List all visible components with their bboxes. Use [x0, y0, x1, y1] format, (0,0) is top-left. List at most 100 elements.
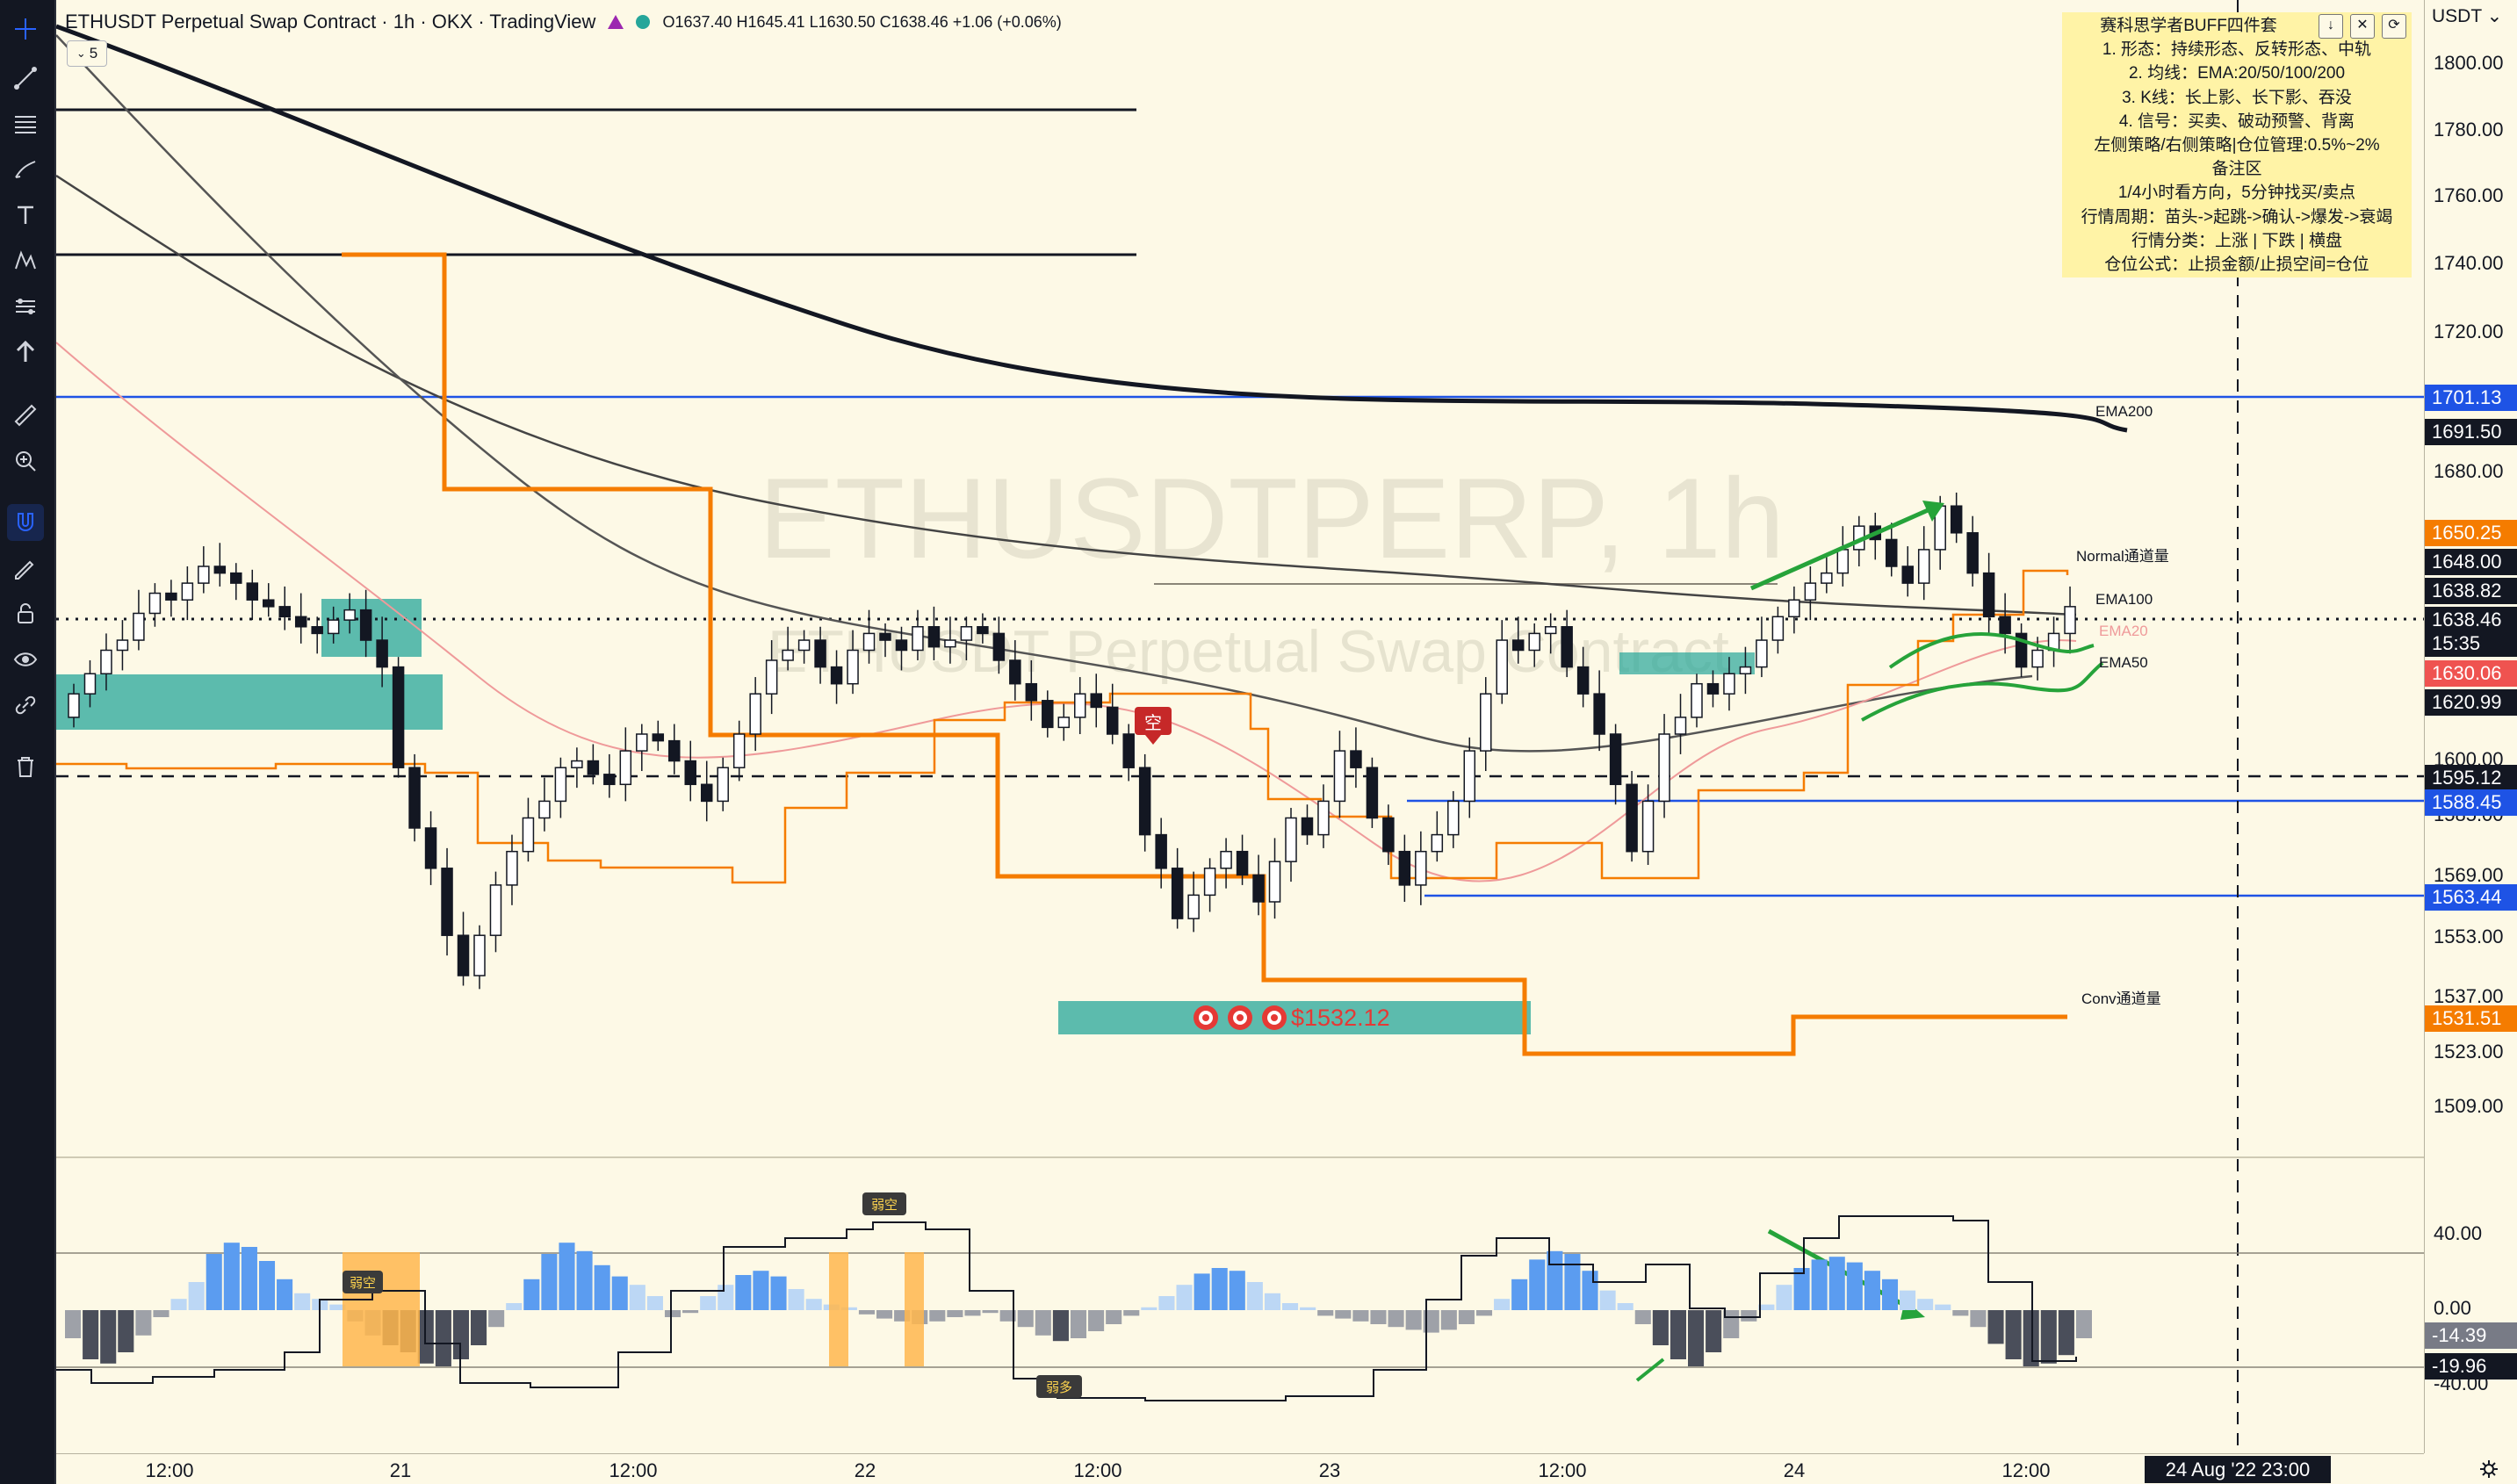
- pattern-icon[interactable]: [7, 242, 44, 279]
- histogram-bar: [1547, 1250, 1563, 1310]
- arrow-down-icon[interactable]: ↓: [2319, 14, 2343, 39]
- histogram-bar: [1088, 1310, 1105, 1331]
- currency-selector[interactable]: USDT ⌄: [2432, 6, 2503, 26]
- candle-body: [230, 572, 242, 584]
- indicator-label: -19.96: [2425, 1353, 2517, 1380]
- candle-body: [424, 827, 437, 869]
- histogram-bar: [506, 1303, 523, 1310]
- lock-icon[interactable]: [7, 595, 44, 632]
- candle-body: [977, 626, 989, 635]
- symbol-legend[interactable]: ETHUSDT Perpetual Swap Contract · 1h · O…: [65, 7, 1062, 37]
- candle-body: [603, 774, 616, 786]
- histogram-bar: [1776, 1285, 1792, 1310]
- price-label: 1595.12: [2425, 765, 2517, 791]
- eye-icon[interactable]: [7, 641, 44, 678]
- time-tick: 12:00: [1538, 1459, 1587, 1481]
- candle-body: [1999, 616, 2011, 635]
- histogram-bar: [1881, 1279, 1899, 1310]
- collapse-indicators-button[interactable]: ⌄ 5: [67, 40, 107, 67]
- indicator-label: -14.39: [2425, 1322, 2517, 1349]
- target-icon: [1262, 1005, 1287, 1030]
- histogram-bar: [435, 1310, 451, 1366]
- histogram-bar: [1229, 1271, 1245, 1310]
- price-axis[interactable]: USDT ⌄ 1800.00 1780.00 1760.00 1740.00 1…: [2424, 0, 2517, 1453]
- candle-body: [1074, 693, 1086, 718]
- arrow-up-icon[interactable]: [7, 334, 44, 371]
- price-tick: 1569.00: [2434, 864, 2504, 886]
- note-line: 行情分类：上涨 | 下跌 | 横盘: [2131, 231, 2342, 250]
- histogram-bar: [718, 1285, 734, 1310]
- time-tick: 23: [1318, 1459, 1341, 1481]
- normal-channel-label: Normal通道量: [2076, 548, 2169, 565]
- candle-body: [862, 632, 876, 652]
- text-icon[interactable]: [7, 197, 44, 234]
- candle-body: [473, 934, 486, 976]
- note-line: 仓位公式：止损金额/止损空间=仓位: [2104, 256, 2369, 275]
- trend-line-icon[interactable]: [7, 60, 44, 97]
- short-signal-marker[interactable]: 空: [1135, 707, 1172, 745]
- histogram-bar: [1599, 1290, 1616, 1310]
- candle-body: [1966, 532, 1979, 574]
- candle-body: [1350, 750, 1362, 768]
- histogram-bar: [1846, 1262, 1863, 1310]
- candle-body: [895, 639, 908, 652]
- candle-body: [278, 606, 291, 618]
- ema20-label: EMA20: [2099, 623, 2148, 639]
- zoom-icon[interactable]: [7, 443, 44, 479]
- arrow-head-icon: [1922, 501, 1944, 522]
- ruler-icon[interactable]: [7, 397, 44, 434]
- note-panel[interactable]: ↓ ✕ ⟳ 赛科思学者BUFF四件套 1. 形态：持续形态、反转形态、中轨 2.…: [2062, 12, 2412, 277]
- fib-icon[interactable]: [7, 105, 44, 142]
- trash-icon[interactable]: [7, 748, 44, 785]
- histogram-bar: [1793, 1268, 1810, 1310]
- candle-body: [506, 850, 518, 886]
- histogram-bar: [1634, 1310, 1651, 1324]
- candle-body: [359, 609, 372, 641]
- candle-body: [1317, 800, 1330, 836]
- candle-body: [830, 666, 843, 685]
- pencil-lock-icon[interactable]: [7, 550, 44, 587]
- histogram-bar: [682, 1310, 699, 1314]
- chart-canvas[interactable]: ETHUSDTPERP, 1h ETHUSDT Perpetual Swap C…: [56, 0, 2424, 1453]
- candle-body: [1771, 616, 1785, 641]
- candle-body: [116, 639, 129, 652]
- candle-body: [1691, 682, 1703, 718]
- forecast-icon[interactable]: [7, 288, 44, 325]
- histogram-bar: [753, 1271, 769, 1310]
- note-line: 1/4小时看方向，5分钟找买/卖点: [2117, 184, 2356, 203]
- candle-body: [912, 626, 924, 652]
- candlestick-series: [68, 492, 2076, 990]
- price-tick: 1800.00: [2434, 52, 2504, 74]
- symbol-title[interactable]: ETHUSDT Perpetual Swap Contract · 1h · O…: [65, 11, 596, 32]
- target-icon: [1228, 1005, 1252, 1030]
- histogram-bar: [1970, 1310, 1987, 1328]
- histogram-bar: [206, 1254, 222, 1310]
- cross-icon[interactable]: [7, 11, 44, 47]
- brush-icon[interactable]: [7, 151, 44, 188]
- osc-highlight: [829, 1252, 848, 1366]
- histogram-bar: [629, 1285, 645, 1310]
- candle-body: [684, 760, 696, 786]
- candle-body: [1658, 733, 1670, 803]
- histogram-bar: [83, 1310, 99, 1359]
- target-price-label: $1532.12: [1291, 1005, 1390, 1031]
- price-tick: 1509.00: [2434, 1095, 2504, 1117]
- histogram-bar: [929, 1310, 946, 1322]
- refresh-icon[interactable]: ⟳: [2382, 14, 2406, 39]
- ema200-line: [56, 24, 2128, 433]
- histogram-bar: [2075, 1310, 2092, 1338]
- svg-text:弱空: 弱空: [350, 1276, 376, 1291]
- close-icon[interactable]: ✕: [2350, 14, 2375, 39]
- link-icon[interactable]: [7, 687, 44, 724]
- histogram-bar: [1370, 1310, 1387, 1324]
- time-axis[interactable]: 12:00 21 12:00 22 12:00 23 12:00 24 12:0…: [56, 1453, 2424, 1484]
- histogram-bar: [1706, 1310, 1722, 1352]
- histogram-bar: [2023, 1310, 2039, 1366]
- histogram-bar: [1176, 1285, 1193, 1310]
- candle-body: [1917, 549, 1930, 584]
- magnet-icon[interactable]: [7, 504, 44, 541]
- chart-settings-button[interactable]: [2424, 1453, 2517, 1484]
- histogram-bar: [1529, 1259, 1546, 1310]
- candle-body: [992, 632, 1006, 661]
